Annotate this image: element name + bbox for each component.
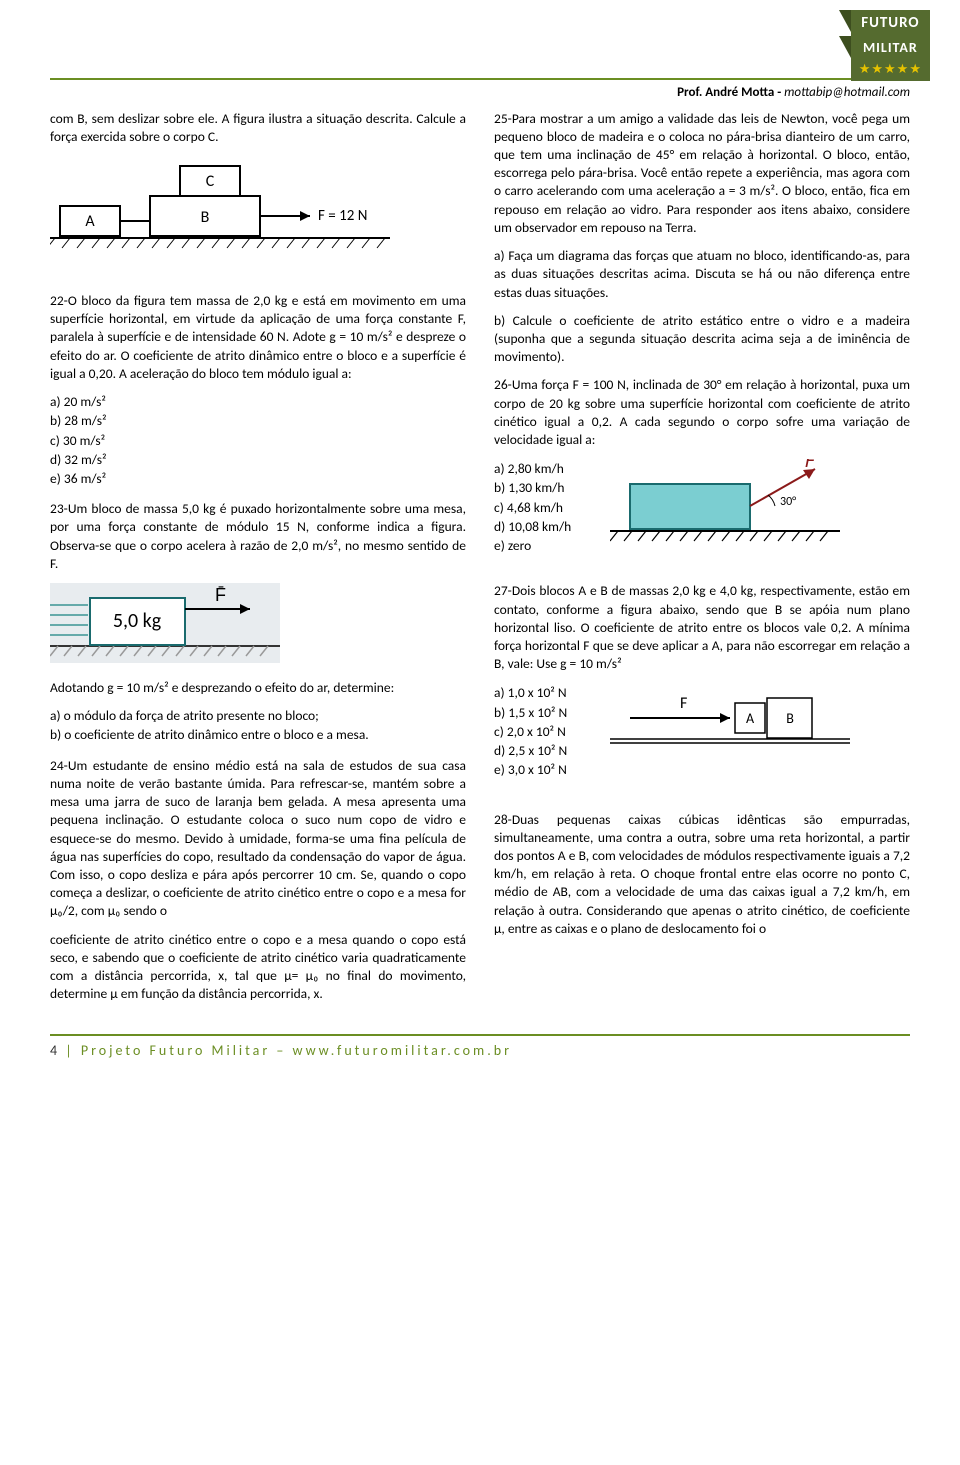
q27-opt-d: d) 2,5 x 10² N — [494, 742, 604, 760]
svg-text:A: A — [85, 212, 95, 231]
q26-row: a) 2,80 km/h b) 1,30 km/h c) 4,68 km/h d… — [494, 459, 910, 568]
fig-q21: C B A F = 12 N — [50, 156, 466, 276]
q26-opt-b: b) 1,30 km/h — [494, 479, 604, 497]
q27-options: a) 1,0 x 10² N b) 1,5 x 10² N c) 2,0 x 1… — [494, 683, 604, 780]
q22-opt-a: a) 20 m/s² — [50, 393, 466, 411]
q27-opt-e: e) 3,0 x 10² N — [494, 761, 604, 779]
q23-text-b: Adotando g = 10 m/s² e desprezando o efe… — [50, 679, 466, 697]
svg-text:B: B — [786, 710, 794, 727]
q24-text: 24-Um estudante de ensino médio está na … — [50, 757, 466, 921]
fig-q21-svg: C B A F = 12 N — [50, 156, 390, 276]
q23-item-a: a) o módulo da força de atrito presente … — [50, 707, 466, 725]
fig-q26-svg: F⃗ 30° — [610, 459, 840, 549]
q23-item-b: b) o coeficiente de atrito dinâmico entr… — [50, 726, 466, 744]
q27-opt-b: b) 1,5 x 10² N — [494, 704, 604, 722]
svg-text:F⃗: F⃗ — [805, 459, 817, 472]
prof-line: Prof. André Motta - mottabip@hotmail.com — [50, 84, 910, 102]
q27-opt-c: c) 2,0 x 10² N — [494, 723, 604, 741]
columns: com B, sem deslizar sobre ele. A figura … — [50, 110, 910, 1014]
logo: FUTURO MILITAR ★★★★★ — [851, 10, 930, 81]
q23-text: 23-Um bloco de massa 5,0 kg é puxado hor… — [50, 500, 466, 573]
q26-opt-e: e) zero — [494, 537, 604, 555]
q22-text: 22-O bloco da figura tem massa de 2,0 kg… — [50, 292, 466, 383]
svg-text:A: A — [746, 710, 755, 727]
q22-opt-e: e) 36 m/s² — [50, 470, 466, 488]
q22-opt-b: b) 28 m/s² — [50, 412, 466, 430]
q27-opt-a: a) 1,0 x 10² N — [494, 684, 604, 702]
logo-stars: ★★★★★ — [851, 61, 930, 81]
q27-text: 27-Dois blocos A e B de massas 2,0 kg e … — [494, 582, 910, 673]
q26-opt-a: a) 2,80 km/h — [494, 460, 604, 478]
q25-item-b: b) Calcule o coeficiente de atrito estát… — [494, 312, 910, 367]
q24-text-b: coeficiente de atrito cinético entre o c… — [50, 931, 466, 1004]
svg-text:C: C — [206, 172, 215, 191]
logo-line1: FUTURO — [851, 10, 930, 36]
prof-name: Prof. André Motta - — [677, 85, 784, 100]
footer: 4 | Projeto Futuro Militar – www.futurom… — [50, 1034, 910, 1061]
q21-tail: com B, sem deslizar sobre ele. A figura … — [50, 110, 466, 146]
right-column: 25-Para mostrar a um amigo a validade da… — [494, 110, 910, 1014]
page: FUTURO MILITAR ★★★★★ Prof. André Motta -… — [0, 0, 960, 1080]
prof-email: mottabip@hotmail.com — [784, 85, 910, 100]
footer-text: | Projeto Futuro Militar – www.futuromil… — [65, 1042, 512, 1059]
q25-text: 25-Para mostrar a um amigo a validade da… — [494, 110, 910, 238]
q27-row: a) 1,0 x 10² N b) 1,5 x 10² N c) 2,0 x 1… — [494, 683, 910, 792]
svg-text:30°: 30° — [780, 495, 796, 509]
svg-text:F = 12 N: F = 12 N — [318, 207, 367, 225]
q23-items: a) o módulo da força de atrito presente … — [50, 707, 466, 744]
fig-q23: 5,0 kg F̄ — [50, 583, 466, 663]
q26-text: 26-Uma força F = 100 N, inclinada de 30°… — [494, 376, 910, 449]
svg-text:F: F — [680, 694, 687, 713]
q28-text: 28-Duas pequenas caixas cúbicas idêntica… — [494, 811, 910, 939]
svg-text:F̄: F̄ — [215, 584, 226, 606]
q22-opt-d: d) 32 m/s² — [50, 451, 466, 469]
top-rule — [50, 78, 910, 80]
logo-line2: MILITAR — [851, 36, 930, 61]
left-column: com B, sem deslizar sobre ele. A figura … — [50, 110, 466, 1014]
fig-q27-svg: F A B — [610, 683, 850, 763]
q22-opt-c: c) 30 m/s² — [50, 432, 466, 450]
svg-text:5,0 kg: 5,0 kg — [113, 609, 162, 633]
q26-opt-d: d) 10,08 km/h — [494, 518, 604, 536]
fig-q23-svg: 5,0 kg F̄ — [50, 583, 280, 663]
q26-options: a) 2,80 km/h b) 1,30 km/h c) 4,68 km/h d… — [494, 459, 604, 556]
q26-opt-c: c) 4,68 km/h — [494, 499, 604, 517]
q22-options: a) 20 m/s² b) 28 m/s² c) 30 m/s² d) 32 m… — [50, 393, 466, 488]
q25-item-a: a) Faça um diagrama das forças que atuam… — [494, 247, 910, 302]
footer-page: 4 — [50, 1042, 59, 1059]
svg-text:B: B — [201, 208, 210, 227]
